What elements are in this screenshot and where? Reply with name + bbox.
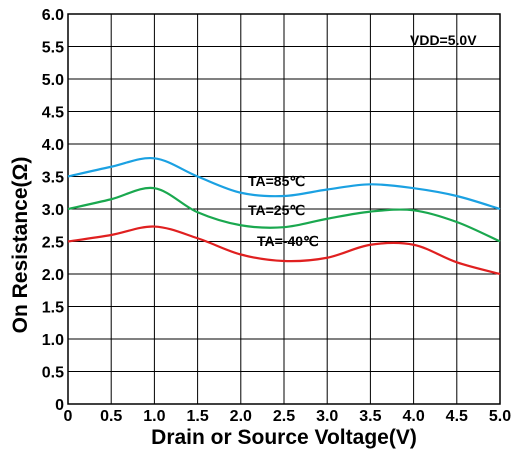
ta85-label: TA=85℃ <box>248 173 305 189</box>
y-tick-label: 3.5 <box>42 170 64 187</box>
series-line <box>67 156 501 211</box>
x-tick-label: 0.5 <box>100 408 122 425</box>
series-layer <box>67 156 501 276</box>
y-tick-label: 0.5 <box>42 365 64 382</box>
y-tick-label: 1.0 <box>42 332 64 349</box>
x-tick-labels: 0 0.5 1.0 1.5 2.0 2.5 3.0 3.5 4.0 4.5 5.0 <box>64 408 512 425</box>
y-tick-label: 5.0 <box>42 72 64 89</box>
y-tick-labels: 0 0.5 1.0 1.5 2.0 2.5 3.0 3.5 4.0 4.5 5.0 5.5 6.0 <box>42 7 64 414</box>
x-tick-label: 4.5 <box>446 408 468 425</box>
x-tick-label: 2.5 <box>273 408 295 425</box>
y-tick-label: 4.5 <box>42 105 64 122</box>
x-axis-title: Drain or Source Voltage(V) <box>151 426 417 449</box>
x-tick-label: 5.0 <box>489 408 511 425</box>
x-tick-label: 3.5 <box>359 408 381 425</box>
vdd-annotation: VDD=5.0V <box>410 32 477 48</box>
x-tick-label: 4.0 <box>402 408 424 425</box>
y-tick-label: 5.5 <box>42 40 64 57</box>
y-axis-title: On Resistance(Ω) <box>9 157 32 334</box>
y-tick-label: 4.0 <box>42 137 64 154</box>
y-tick-label: 2.5 <box>42 235 64 252</box>
y-tick-label: 1.5 <box>42 300 64 317</box>
y-tick-label: 6.0 <box>42 7 64 24</box>
x-tick-label: 0 <box>64 408 73 425</box>
y-tick-label: 3.0 <box>42 202 64 219</box>
x-tick-label: 1.5 <box>186 408 208 425</box>
x-tick-label: 1.0 <box>143 408 165 425</box>
ta25-label: TA=25℃ <box>248 202 305 218</box>
y-tick-label: 0 <box>55 397 64 414</box>
x-tick-label: 2.0 <box>230 408 252 425</box>
y-tick-label: 2.0 <box>42 267 64 284</box>
ta-40-label: TA=-40℃ <box>257 233 319 249</box>
x-tick-label: 3.0 <box>316 408 338 425</box>
series-line <box>67 225 501 276</box>
series-line <box>67 186 501 243</box>
